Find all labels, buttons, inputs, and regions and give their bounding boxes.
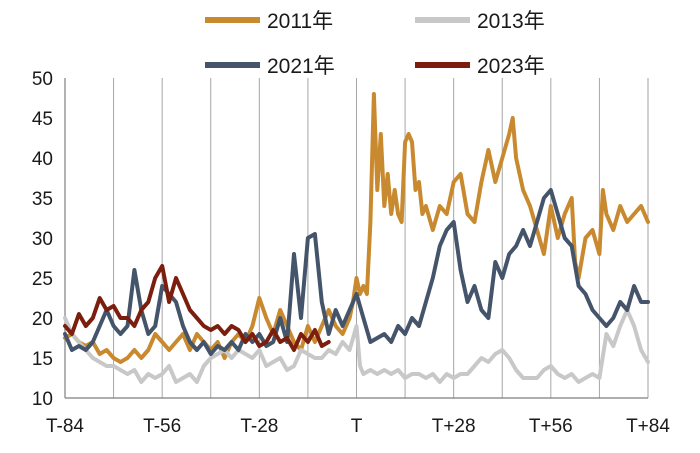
y-tick-label: 50 [32, 69, 53, 90]
x-tick-label: T-56 [143, 416, 181, 437]
series-line-2 [63, 188, 650, 356]
y-tick-label: 45 [32, 109, 53, 130]
x-tick-label: T+28 [432, 416, 476, 437]
y-tick-label: 25 [32, 269, 53, 290]
y-tick-label: 10 [32, 389, 53, 410]
legend-label: 2011年 [267, 10, 333, 33]
legend-item: 2013年 [415, 10, 545, 33]
legend-item: 2011年 [205, 10, 333, 33]
series-lines [63, 92, 650, 384]
y-tick-label: 20 [32, 309, 53, 330]
x-tick-label: T-28 [240, 416, 278, 437]
legend: 2011年 2013年 2021年 2023年 [205, 10, 545, 78]
legend-item: 2021年 [205, 55, 335, 78]
y-tick-label: 30 [32, 229, 53, 250]
x-tick-label: T+56 [529, 416, 573, 437]
legend-item: 2023年 [415, 55, 545, 78]
series-line-3 [63, 264, 331, 352]
series-line-0 [63, 92, 650, 364]
axes: 10 15 20 25 30 35 40 45 50 T-84 T-56 T-28 T T+28 T+56 T… [32, 69, 670, 437]
y-tick-label: 35 [32, 189, 53, 210]
y-tick-label: 40 [32, 149, 53, 170]
x-tick-label: T-84 [46, 416, 84, 437]
legend-label: 2021年 [267, 55, 335, 78]
y-tick-label: 15 [32, 349, 53, 370]
x-tick-label: T+84 [626, 416, 670, 437]
x-tick-label: T [351, 416, 363, 437]
series-line-1 [63, 308, 650, 384]
legend-label: 2013年 [477, 10, 545, 33]
legend-label: 2023年 [477, 55, 545, 78]
grid [113, 78, 649, 398]
